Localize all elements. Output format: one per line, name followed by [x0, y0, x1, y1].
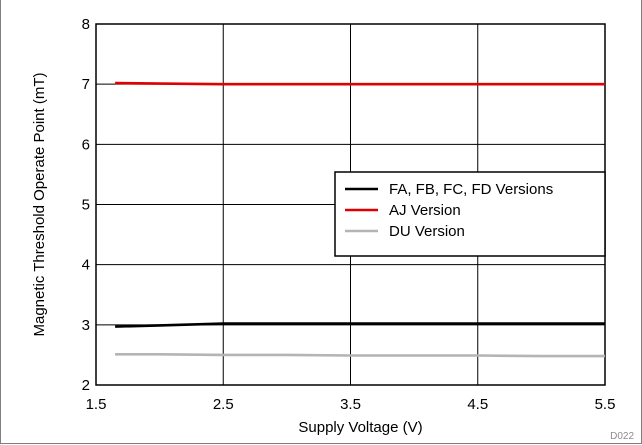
- x-tick-label: 4.5: [467, 396, 488, 413]
- y-tick-labels: 2 3 4 5 6 7 8: [82, 16, 90, 394]
- y-tick-label: 5: [82, 197, 90, 214]
- y-tick-label: 8: [82, 16, 90, 33]
- y-tick-label: 4: [82, 257, 90, 274]
- y-tick-label: 6: [82, 136, 90, 153]
- legend-box: [334, 171, 606, 257]
- legend: FA, FB, FC, FD Versions AJ Version DU Vers…: [334, 171, 606, 257]
- y-tick-label: 7: [82, 76, 90, 93]
- y-tick-label: 2: [82, 377, 90, 394]
- series-line-0: [115, 322, 605, 328]
- series-lines: [115, 81, 605, 358]
- x-tick-label: 2.5: [213, 396, 234, 413]
- y-tick-label: 3: [82, 317, 90, 334]
- legend-label-2: DU Version: [389, 223, 465, 240]
- figure-id: D022: [610, 431, 634, 442]
- legend-label-1: AJ Version: [389, 202, 461, 219]
- legend-label-0: FA, FB, FC, FD Versions: [389, 181, 553, 198]
- y-axis-label: Magnetic Threshold Operate Point (mT): [31, 72, 48, 336]
- x-tick-label: 5.5: [595, 396, 616, 413]
- x-axis-label: Supply Voltage (V): [298, 419, 422, 436]
- x-tick-labels: 1.5 2.5 3.5 4.5 5.5: [86, 396, 616, 413]
- series-line-1: [115, 81, 605, 86]
- series-line-2: [115, 352, 605, 358]
- x-tick-label: 3.5: [340, 396, 361, 413]
- x-tick-label: 1.5: [86, 396, 107, 413]
